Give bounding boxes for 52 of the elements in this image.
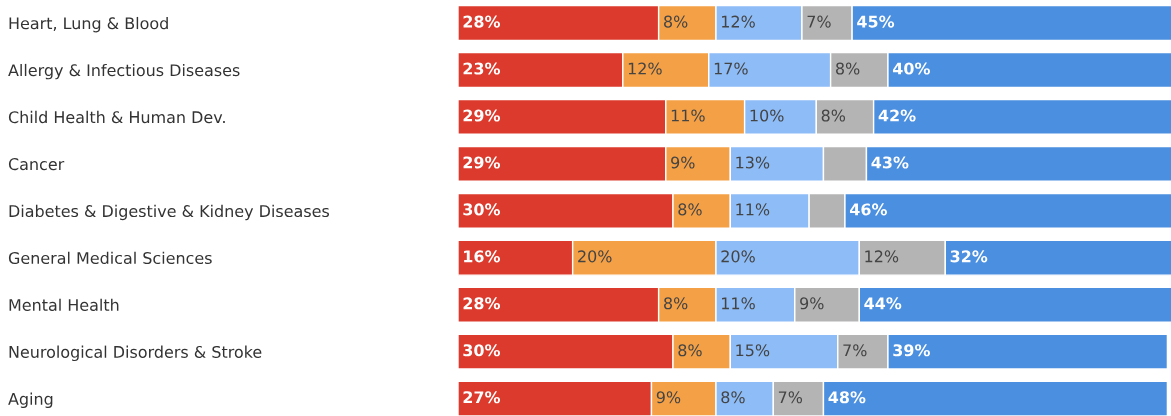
data-label: 8% (664, 297, 688, 310)
data-label: 42% (878, 109, 916, 122)
data-label: 9% (671, 156, 695, 169)
y-tick-label: General Medical Sciences (8, 251, 212, 265)
data-label: 23% (463, 62, 501, 75)
data-label: 27% (463, 391, 501, 404)
data-label: 44% (864, 297, 902, 310)
data-label: 12% (628, 62, 662, 75)
data-label: 8% (678, 203, 702, 216)
data-label: 20% (578, 250, 612, 263)
y-tick-label: Mental Health (9, 298, 119, 312)
data-label: 30% (463, 203, 501, 216)
y-tick-label: Diabetes & Digestive & Kidney Diseases (9, 204, 330, 221)
data-label: 8% (678, 344, 702, 357)
data-label: 9% (800, 297, 824, 310)
data-label: 8% (821, 109, 846, 122)
data-label: 13% (736, 156, 770, 169)
data-label: 28% (463, 297, 501, 310)
data-label: 15% (736, 344, 770, 357)
data-label: 7% (807, 15, 831, 28)
data-label: 39% (893, 344, 930, 357)
data-label: 8% (721, 391, 745, 404)
y-tick-label: Allergy & Infectious Diseases (8, 63, 240, 80)
data-label: 11% (736, 203, 770, 216)
y-tick-label: Neurological Disorders & Stroke (9, 345, 262, 362)
data-label: 45% (857, 15, 895, 28)
data-label: 11% (722, 297, 755, 310)
data-label: 46% (849, 203, 887, 216)
y-tick-label: Cancer (8, 158, 65, 171)
data-label: 30% (463, 344, 501, 357)
y-tick-label: Heart, Lung & Blood (9, 16, 168, 33)
data-label: 12% (722, 15, 755, 28)
data-label: 40% (892, 62, 930, 75)
data-label: 7% (778, 391, 803, 404)
data-label: 29% (463, 156, 501, 169)
data-label: 10% (750, 109, 784, 122)
data-label: 8% (664, 15, 688, 28)
data-label: 16% (464, 250, 501, 263)
data-label: 43% (871, 156, 909, 169)
data-label: 17% (714, 62, 748, 75)
data-label: 8% (836, 62, 860, 75)
data-label: 29% (463, 109, 501, 122)
data-label: 11% (671, 109, 705, 122)
y-tick-label: Aging (8, 392, 53, 409)
data-label: 20% (721, 250, 755, 263)
y-tick-label: Child Health & Human Dev. (8, 110, 225, 124)
data-label: 9% (656, 391, 681, 404)
data-label: 7% (843, 344, 867, 357)
data-label: 28% (463, 15, 501, 28)
data-label: 32% (950, 250, 988, 263)
data-label: 48% (828, 391, 866, 404)
data-label: 12% (865, 250, 899, 263)
